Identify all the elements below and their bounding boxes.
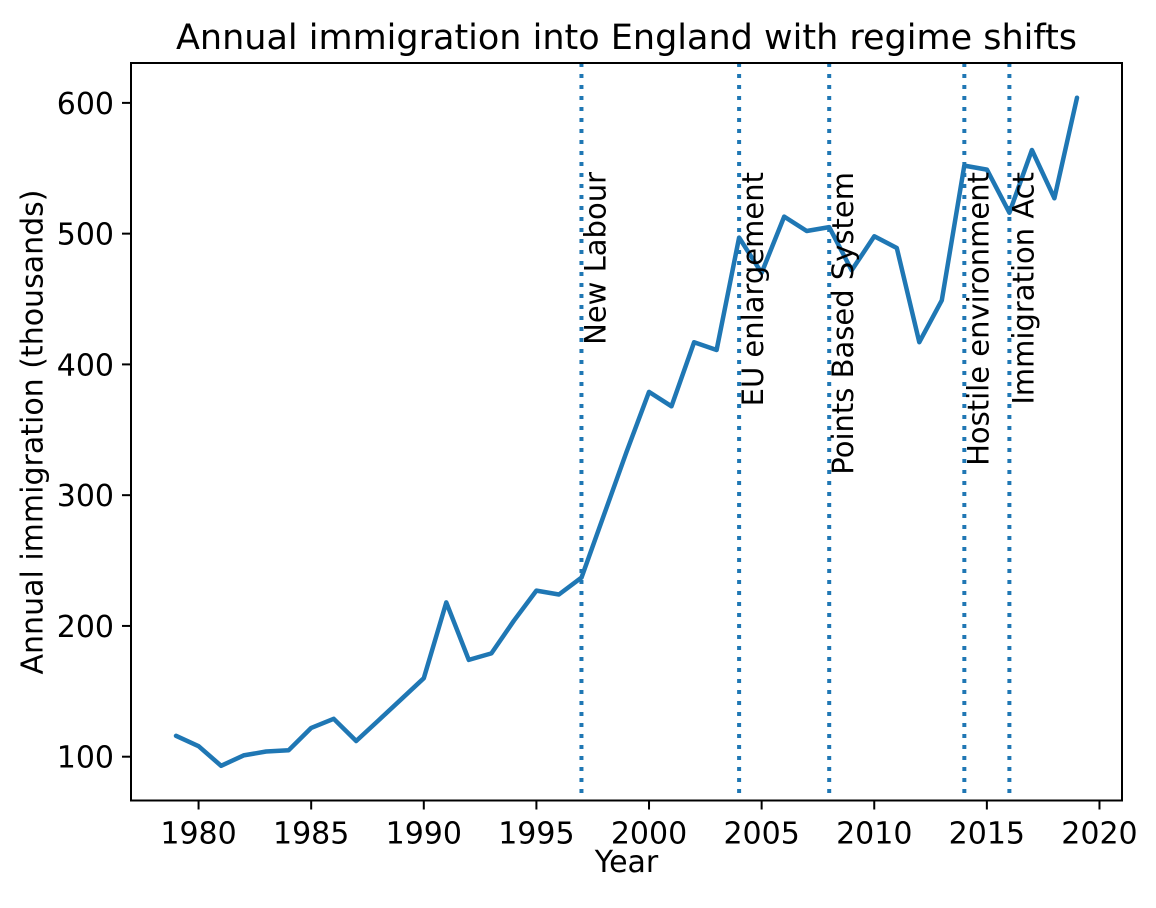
regime-label-hostile-environment: Hostile environment bbox=[961, 172, 995, 466]
x-tick-label: 1980 bbox=[160, 817, 236, 852]
x-tick-label: 2005 bbox=[723, 817, 799, 852]
immigration-line bbox=[173, 95, 1080, 769]
x-tick-label: 2020 bbox=[1061, 817, 1137, 852]
y-tick-label: 200 bbox=[57, 610, 114, 645]
regime-label-points-based-system: Points Based System bbox=[826, 172, 860, 475]
chart-title: Annual immigration into England with reg… bbox=[175, 18, 1078, 58]
x-tick-label: 1985 bbox=[273, 817, 349, 852]
x-tick-label: 2010 bbox=[836, 817, 912, 852]
x-tick-label: 2015 bbox=[949, 817, 1025, 852]
x-tick-label: 2000 bbox=[611, 817, 687, 852]
regime-label-immigration-act: Immigration Act bbox=[1006, 172, 1040, 405]
y-tick-label: 500 bbox=[57, 218, 114, 253]
y-tick-label: 400 bbox=[57, 348, 114, 383]
y-tick-label: 100 bbox=[57, 741, 114, 776]
y-tick-label: 300 bbox=[57, 479, 114, 514]
regime-label-new-labour: New Labour bbox=[578, 172, 612, 345]
axes-box bbox=[130, 62, 1123, 802]
x-tick-label: 1990 bbox=[386, 817, 462, 852]
y-axis-label: Annual immigration (thousands) bbox=[15, 189, 51, 675]
y-tick-label: 600 bbox=[57, 87, 114, 122]
x-axis-label: Year bbox=[594, 845, 659, 880]
regime-label-eu-enlargement: EU enlargement bbox=[736, 172, 770, 406]
x-tick-label: 1995 bbox=[498, 817, 574, 852]
